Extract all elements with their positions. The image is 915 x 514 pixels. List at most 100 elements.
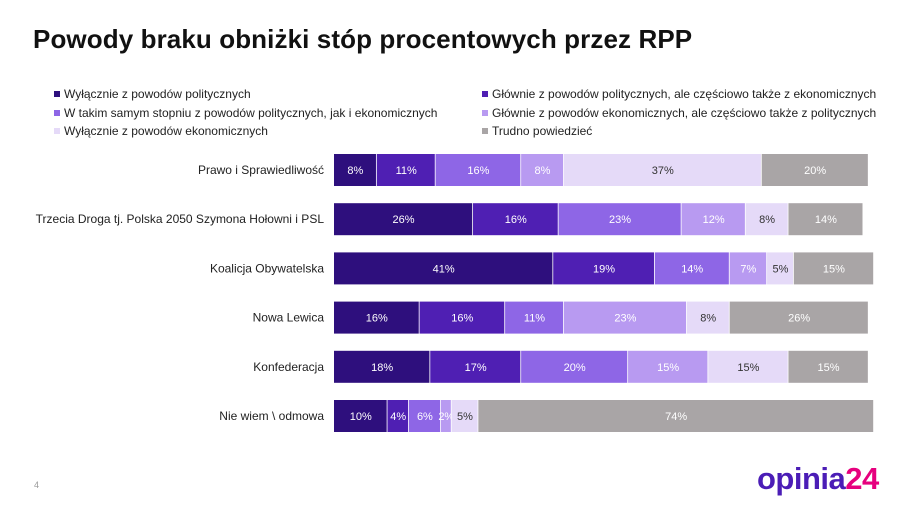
bar-segment-2-5 [793, 252, 874, 285]
bar-segment-4-1 [430, 350, 521, 383]
data-label-2-5: 15% [823, 263, 845, 275]
bar-segment-4-0 [334, 350, 430, 383]
data-label-1-3: 12% [703, 214, 725, 226]
bar-segment-3-4 [686, 301, 729, 334]
data-label-4-1: 17% [465, 362, 487, 374]
data-label-1-0: 26% [392, 214, 414, 226]
legend-item-3: Głównie z powodów ekonomicznych, ale czę… [482, 106, 876, 120]
data-label-2-4: 5% [772, 263, 788, 275]
page-number: 4 [34, 480, 40, 490]
bar-segment-0-5 [761, 154, 868, 186]
bar-segment-0-2 [435, 154, 521, 186]
bar-segment-5-1 [387, 400, 409, 432]
data-label-2-3: 7% [740, 263, 756, 275]
data-label-3-4: 8% [700, 313, 716, 325]
data-label-3-1: 16% [451, 313, 473, 325]
data-label-1-4: 8% [759, 214, 775, 226]
category-label-5: Nie wiem \ odmowa [219, 409, 324, 423]
category-label-1: Trzecia Droga tj. Polska 2050 Szymona Ho… [36, 212, 325, 226]
data-label-3-3: 23% [614, 313, 636, 325]
data-label-2-2: 14% [681, 263, 703, 275]
data-label-1-5: 14% [815, 214, 837, 226]
data-label-3-2: 11% [524, 313, 545, 325]
data-label-5-0: 10% [350, 411, 372, 423]
bar-segment-1-1 [473, 203, 558, 236]
data-label-4-2: 20% [564, 362, 586, 374]
bar-segment-1-2 [558, 203, 681, 236]
legend-swatch-5 [482, 128, 488, 134]
data-label-4-5: 15% [818, 362, 840, 374]
data-label-5-1: 4% [390, 411, 406, 423]
bar-segment-5-3 [440, 400, 451, 432]
legend-label-1: Głównie z powodów politycznych, ale częś… [492, 87, 877, 101]
bar-segment-1-3 [681, 203, 745, 236]
legend-label-3: Głównie z powodów ekonomicznych, ale czę… [492, 106, 877, 120]
legend-swatch-3 [482, 110, 488, 116]
data-label-1-2: 23% [609, 214, 631, 226]
bar-segment-2-1 [553, 252, 654, 285]
data-label-5-2: 6% [417, 411, 433, 423]
legend-swatch-0 [54, 91, 60, 97]
category-label-3: Nowa Lewica [253, 311, 325, 325]
bar-segment-4-5 [788, 350, 868, 383]
category-label-2: Koalicja Obywatelska [210, 261, 324, 275]
bar-segment-2-2 [654, 252, 729, 285]
data-label-0-2: 16% [467, 165, 489, 177]
data-label-1-1: 16% [505, 214, 527, 226]
legend-swatch-2 [54, 110, 60, 116]
bar-segment-3-2 [505, 301, 564, 334]
legend-label-5: Trudno powiedzieć [492, 124, 593, 138]
brand-logo: opinia24 [757, 463, 879, 494]
bar-segment-0-3 [521, 154, 564, 186]
data-label-2-0: 41% [433, 263, 455, 275]
bar-segment-3-3 [563, 301, 687, 334]
logo-number: 24 [845, 461, 879, 496]
data-label-0-4: 37% [652, 165, 674, 177]
bar-segment-0-1 [376, 154, 435, 186]
legend-item-1: Głównie z powodów politycznych, ale częś… [482, 87, 876, 101]
bar-segment-1-5 [788, 203, 863, 236]
bar-segment-5-5 [478, 400, 874, 432]
bar-segment-4-2 [521, 350, 628, 383]
legend-label-4: Wyłącznie z powodów ekonomicznych [64, 124, 268, 138]
legend-label-2: W takim samym stopniu z powodów politycz… [64, 106, 438, 120]
data-label-0-3: 8% [535, 165, 551, 177]
category-label-0: Prawo i Sprawiedliwość [198, 163, 324, 177]
category-label-4: Konfederacja [253, 360, 324, 374]
bar-segment-5-0 [334, 400, 387, 432]
data-label-0-5: 20% [804, 165, 826, 177]
legend-item-4: Wyłącznie z powodów ekonomicznych [54, 124, 268, 138]
bar-segment-0-0 [334, 154, 376, 186]
logo-word: opinia [757, 461, 846, 496]
legend-swatch-4 [54, 128, 60, 134]
bar-segment-2-4 [767, 252, 794, 285]
bar-segment-3-0 [334, 301, 419, 334]
bar-segment-2-0 [334, 252, 553, 285]
data-label-3-5: 26% [788, 313, 810, 325]
bar-segment-0-4 [563, 154, 761, 186]
data-label-5-5: 74% [665, 411, 687, 423]
data-label-4-3: 15% [657, 362, 679, 374]
data-label-0-0: 8% [347, 165, 363, 177]
legend-swatch-1 [482, 91, 488, 97]
bar-segment-2-3 [729, 252, 767, 285]
data-label-4-4: 15% [737, 362, 759, 374]
data-label-0-1: 11% [396, 165, 417, 177]
bar-segment-4-4 [708, 350, 788, 383]
legend-item-5: Trudno powiedzieć [482, 124, 592, 138]
data-label-5-4: 5% [457, 411, 473, 423]
legend-label-0: Wyłącznie z powodów politycznych [64, 87, 251, 101]
data-label-2-1: 19% [593, 263, 615, 275]
bar-segment-5-4 [451, 400, 478, 432]
data-label-3-0: 16% [366, 313, 388, 325]
bar-segment-4-3 [628, 350, 708, 383]
data-label-5-3: 2% [438, 411, 454, 423]
bar-segment-3-1 [419, 301, 505, 334]
page-title: Powody braku obniżki stóp procentowych p… [33, 24, 693, 54]
bar-segment-1-0 [334, 203, 473, 236]
bar-segment-5-2 [408, 400, 441, 432]
legend-item-0: Wyłącznie z powodów politycznych [54, 87, 251, 101]
bar-segment-1-4 [745, 203, 788, 236]
bar-segment-3-5 [729, 301, 868, 334]
